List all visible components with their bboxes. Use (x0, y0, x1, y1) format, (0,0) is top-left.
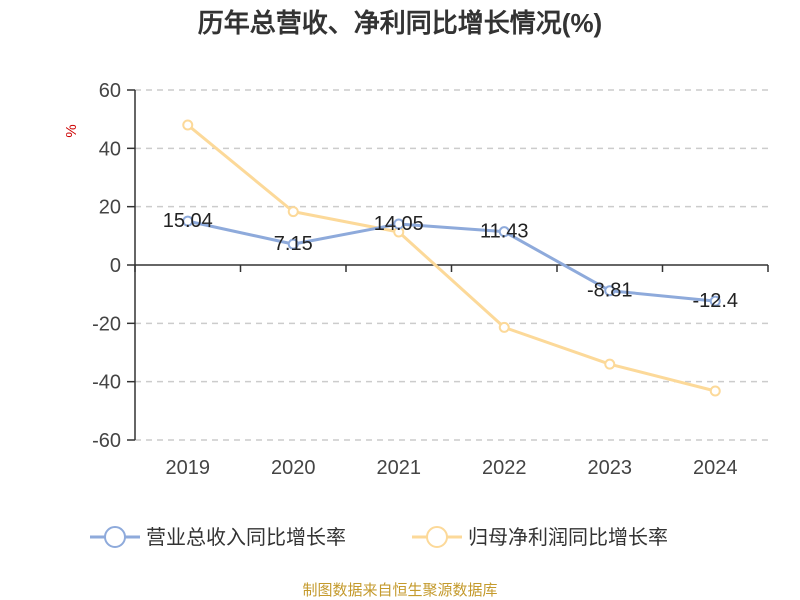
data-point (604, 358, 616, 370)
series-line (186, 123, 716, 393)
x-tick-label: 2019 (166, 457, 211, 479)
source-note: 制图数据来自恒生聚源数据库 (302, 582, 497, 599)
y-tick-label: -60 (92, 430, 121, 452)
y-tick-label: 20 (99, 197, 121, 219)
data-label: 11.43 (480, 221, 529, 243)
legend-label: 营业总收入同比增长率 (146, 526, 346, 549)
y-tick-label: 60 (99, 80, 121, 102)
y-tick-label: -20 (92, 313, 121, 335)
data-label: -8.81 (587, 280, 633, 302)
x-tick-label: 2020 (271, 457, 316, 479)
y-axis-unit-label: % (63, 124, 80, 137)
data-point (287, 238, 299, 250)
x-tick-label: 2021 (377, 457, 422, 479)
series-line (187, 219, 716, 303)
data-point (498, 321, 510, 333)
data-label: 15.04 (163, 210, 213, 232)
y-tick-label: -40 (92, 372, 121, 394)
legend: 营业总收入同比增长率 归母净利润同比增长率 (90, 526, 668, 549)
data-point (182, 215, 194, 227)
y-tick-label: 0 (110, 255, 121, 277)
data-point (287, 206, 299, 218)
legend-marker (104, 526, 126, 548)
data-label: 7.15 (274, 233, 313, 255)
legend-item-0: 营业总收入同比增长率 (90, 526, 346, 549)
chart-title: 历年总营收、净利同比增长情况(%) (198, 8, 602, 38)
data-point (604, 285, 616, 297)
data-point (709, 295, 721, 307)
axes: 60 40 20 0 -20 -40 -60 2019 2020 2021 2022 2023 2024 (92, 80, 769, 479)
data-point (182, 119, 194, 131)
x-tick-label: 2024 (693, 457, 738, 479)
data-point (709, 385, 721, 397)
x-tick-label: 2022 (482, 457, 527, 479)
legend-item-1: 归母净利润同比增长率 (412, 526, 668, 549)
data-label: 14.05 (374, 213, 424, 235)
series-0 (182, 215, 721, 307)
legend-label: 归母净利润同比增长率 (468, 526, 668, 549)
data-point (498, 226, 510, 238)
x-tick-label: 2023 (588, 457, 633, 479)
y-tick-label: 40 (99, 138, 121, 160)
data-label: -12.4 (692, 290, 738, 312)
series (182, 119, 721, 397)
legend-marker (426, 526, 448, 548)
data-point (393, 218, 405, 230)
series-1 (182, 119, 721, 397)
data-labels: 15.04 7.15 14.05 11.43 -8.81 -12.4 (163, 210, 738, 312)
